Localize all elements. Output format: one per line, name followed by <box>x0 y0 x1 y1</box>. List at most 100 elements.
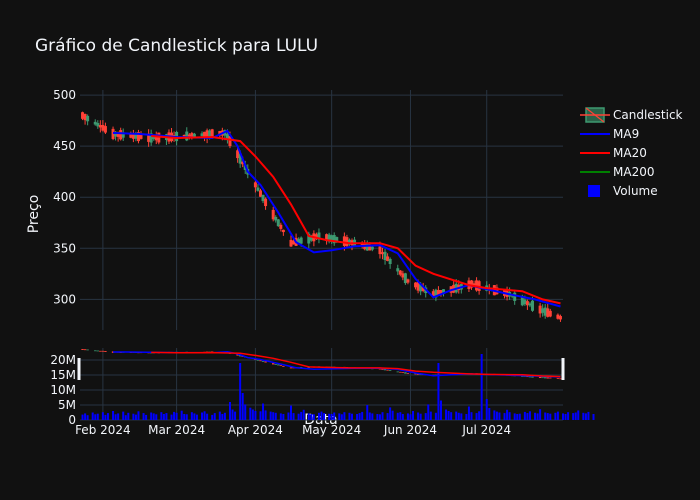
candle-body <box>208 130 212 138</box>
volume-bar <box>101 412 104 420</box>
candle-body <box>182 134 186 138</box>
overview-candle <box>386 369 389 371</box>
overview-candle <box>546 377 549 379</box>
volume-bar <box>320 411 323 420</box>
candle-body <box>442 289 446 294</box>
candle-body <box>543 307 547 316</box>
volume-bar <box>165 413 168 420</box>
chart-title: Gráfico de Candlestick para LULU <box>35 36 318 56</box>
volume-bar <box>201 412 204 420</box>
volume-tick-label: 10M <box>50 383 76 397</box>
volume-bar <box>244 404 247 420</box>
candle-body <box>416 281 420 291</box>
volume-bar <box>127 412 130 420</box>
volume-bar <box>84 413 87 420</box>
legend[interactable]: Candlestick MA9 MA20 MA200 Volume <box>580 107 683 198</box>
volume-bar <box>450 412 453 420</box>
volume-bar <box>546 413 549 420</box>
x-tick-label: Feb 2024 <box>75 423 131 437</box>
legend-candle-diagonal <box>585 107 605 123</box>
volume-bar <box>549 413 552 420</box>
overview-ma9-line <box>112 350 561 378</box>
overview-candle <box>404 372 407 374</box>
volume-bar <box>282 414 285 420</box>
candle-body <box>149 133 153 143</box>
volume-bar <box>213 413 216 420</box>
overview-candle <box>282 365 285 367</box>
candle-body <box>147 133 151 142</box>
volume-bar <box>564 414 567 420</box>
volume-bar <box>351 413 354 420</box>
volume-bar <box>536 413 539 420</box>
volume-bar <box>429 411 432 420</box>
volume-bar <box>376 414 379 420</box>
candle-body <box>274 216 278 221</box>
volume-bar <box>340 414 343 420</box>
volume-bar <box>231 409 234 420</box>
volume-bar <box>470 412 473 420</box>
volume-bar <box>381 412 384 420</box>
candle-body <box>185 131 189 141</box>
volume-bar <box>572 413 575 420</box>
ma20-line <box>151 135 561 305</box>
volume-bar <box>574 412 577 420</box>
volume-bar <box>287 412 290 420</box>
range-handle[interactable] <box>77 358 81 380</box>
candle-body <box>370 246 374 250</box>
overview-candle <box>414 373 417 375</box>
candle-body <box>101 124 105 131</box>
volume-bar <box>302 409 305 420</box>
overview-candle <box>264 361 267 363</box>
legend-item-ma200[interactable]: MA200 <box>580 165 654 179</box>
volume-bar <box>251 409 254 420</box>
candle-body <box>403 273 407 284</box>
overview-candle <box>101 350 105 352</box>
volume-bar <box>117 413 120 420</box>
overview-candle <box>396 371 399 373</box>
candle-body <box>121 132 125 138</box>
volume-bar <box>114 414 117 420</box>
overview-candle <box>81 348 84 350</box>
volume-bar <box>361 411 364 420</box>
y-tick-label: 450 <box>53 139 76 153</box>
volume-bar <box>145 414 148 420</box>
volume-bar <box>262 403 265 420</box>
volume-bar <box>378 414 381 420</box>
range-slider-handles[interactable] <box>77 358 565 380</box>
candle-body <box>93 121 97 125</box>
overview-candle <box>292 367 295 369</box>
volume-bar <box>323 413 326 420</box>
volume-bar <box>317 412 320 420</box>
volume-bar <box>584 413 587 420</box>
volume-bar <box>193 413 196 420</box>
overview-candle <box>261 360 265 362</box>
volume-bar <box>409 414 412 420</box>
candle-body <box>368 244 372 251</box>
volume-bar <box>338 413 341 420</box>
volume-grid <box>80 348 563 421</box>
overview-candle <box>388 370 392 371</box>
y-tick-label: 300 <box>53 292 76 306</box>
candle-body <box>381 252 385 255</box>
overview-candle <box>406 373 410 374</box>
volume-bar <box>592 414 595 420</box>
volume-bar <box>203 411 206 420</box>
volume-bar <box>506 409 509 420</box>
candle-body <box>332 235 336 244</box>
volume-bar <box>457 412 460 420</box>
volume-bar <box>249 407 252 420</box>
candle-body <box>558 316 562 320</box>
legend-item-volume[interactable]: Volume <box>588 184 658 198</box>
y-tick-label: 400 <box>53 190 76 204</box>
legend-item-candlestick[interactable]: Candlestick <box>580 107 683 123</box>
volume-bar <box>503 413 506 420</box>
legend-item-ma9[interactable]: MA9 <box>580 127 639 141</box>
overview-candle <box>256 359 260 361</box>
volume-bar <box>577 410 580 420</box>
legend-item-ma20[interactable]: MA20 <box>580 146 647 160</box>
range-handle[interactable] <box>561 358 565 380</box>
volume-bar <box>269 411 272 420</box>
legend-label: MA9 <box>613 127 639 141</box>
y-tick-label: 500 <box>53 88 76 102</box>
